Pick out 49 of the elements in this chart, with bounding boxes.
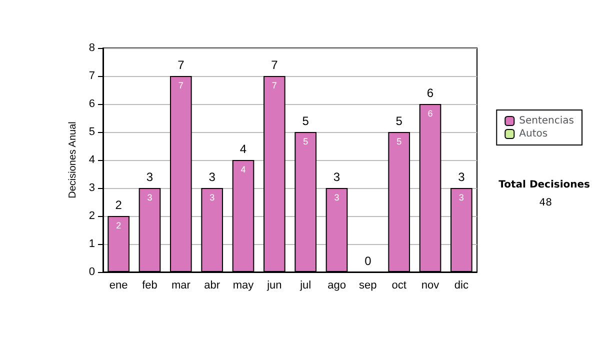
data-label: 3 xyxy=(458,192,464,202)
y-tick-label: 4 xyxy=(88,154,95,166)
data-label: 7 xyxy=(272,80,277,90)
total-label: 3 xyxy=(458,170,466,184)
y-tick-label: 5 xyxy=(88,126,95,138)
data-label: 5 xyxy=(303,136,308,146)
legend-label: Sentencias xyxy=(519,116,574,126)
y-tick-label: 6 xyxy=(88,98,95,110)
total-label: 7 xyxy=(178,58,185,72)
total-label: 3 xyxy=(146,170,154,184)
data-label: 3 xyxy=(147,192,152,202)
legend-label: Autos xyxy=(519,128,548,140)
total-label: 2 xyxy=(115,198,122,212)
total-label: 5 xyxy=(302,114,310,128)
x-tick-label: nov xyxy=(421,280,440,292)
x-tick-label: jul xyxy=(299,280,312,292)
x-tick-label: dic xyxy=(454,280,469,292)
y-tick-label: 7 xyxy=(88,70,95,82)
x-tick-label: ene xyxy=(109,280,128,292)
total-label: 3 xyxy=(208,170,216,184)
data-label: 4 xyxy=(240,164,246,174)
x-tick-label: sep xyxy=(359,280,377,292)
total-label: 3 xyxy=(333,170,340,184)
x-tick-label: mar xyxy=(171,280,191,292)
data-label: 3 xyxy=(334,192,340,202)
total-label: 0 xyxy=(364,254,372,268)
y-tick-label: 2 xyxy=(88,210,95,222)
y-tick-label: 8 xyxy=(88,42,95,54)
x-tick-label: jun xyxy=(266,280,282,292)
total-label: 4 xyxy=(240,142,247,156)
x-tick-label: may xyxy=(232,280,254,292)
x-tick-label: abr xyxy=(204,280,220,292)
x-tick-label: ago xyxy=(328,280,346,292)
total-label: 6 xyxy=(426,86,434,100)
y-axis-title: Decisiones Anual xyxy=(67,122,78,198)
data-label: 6 xyxy=(428,108,433,118)
data-label: 3 xyxy=(210,192,215,202)
data-label: 7 xyxy=(178,80,184,90)
data-label: 5 xyxy=(396,136,402,146)
x-tick-label: oct xyxy=(392,280,406,292)
x-tick-label: feb xyxy=(142,280,158,292)
y-tick-label: 3 xyxy=(88,182,95,194)
text: Total Decisiones xyxy=(498,180,590,190)
y-tick-label: 0 xyxy=(88,266,95,278)
total-label: 5 xyxy=(396,114,403,128)
text: 48 xyxy=(539,198,552,208)
data-label: 2 xyxy=(116,220,122,230)
total-label: 7 xyxy=(271,58,278,72)
y-tick-label: 1 xyxy=(88,238,95,250)
